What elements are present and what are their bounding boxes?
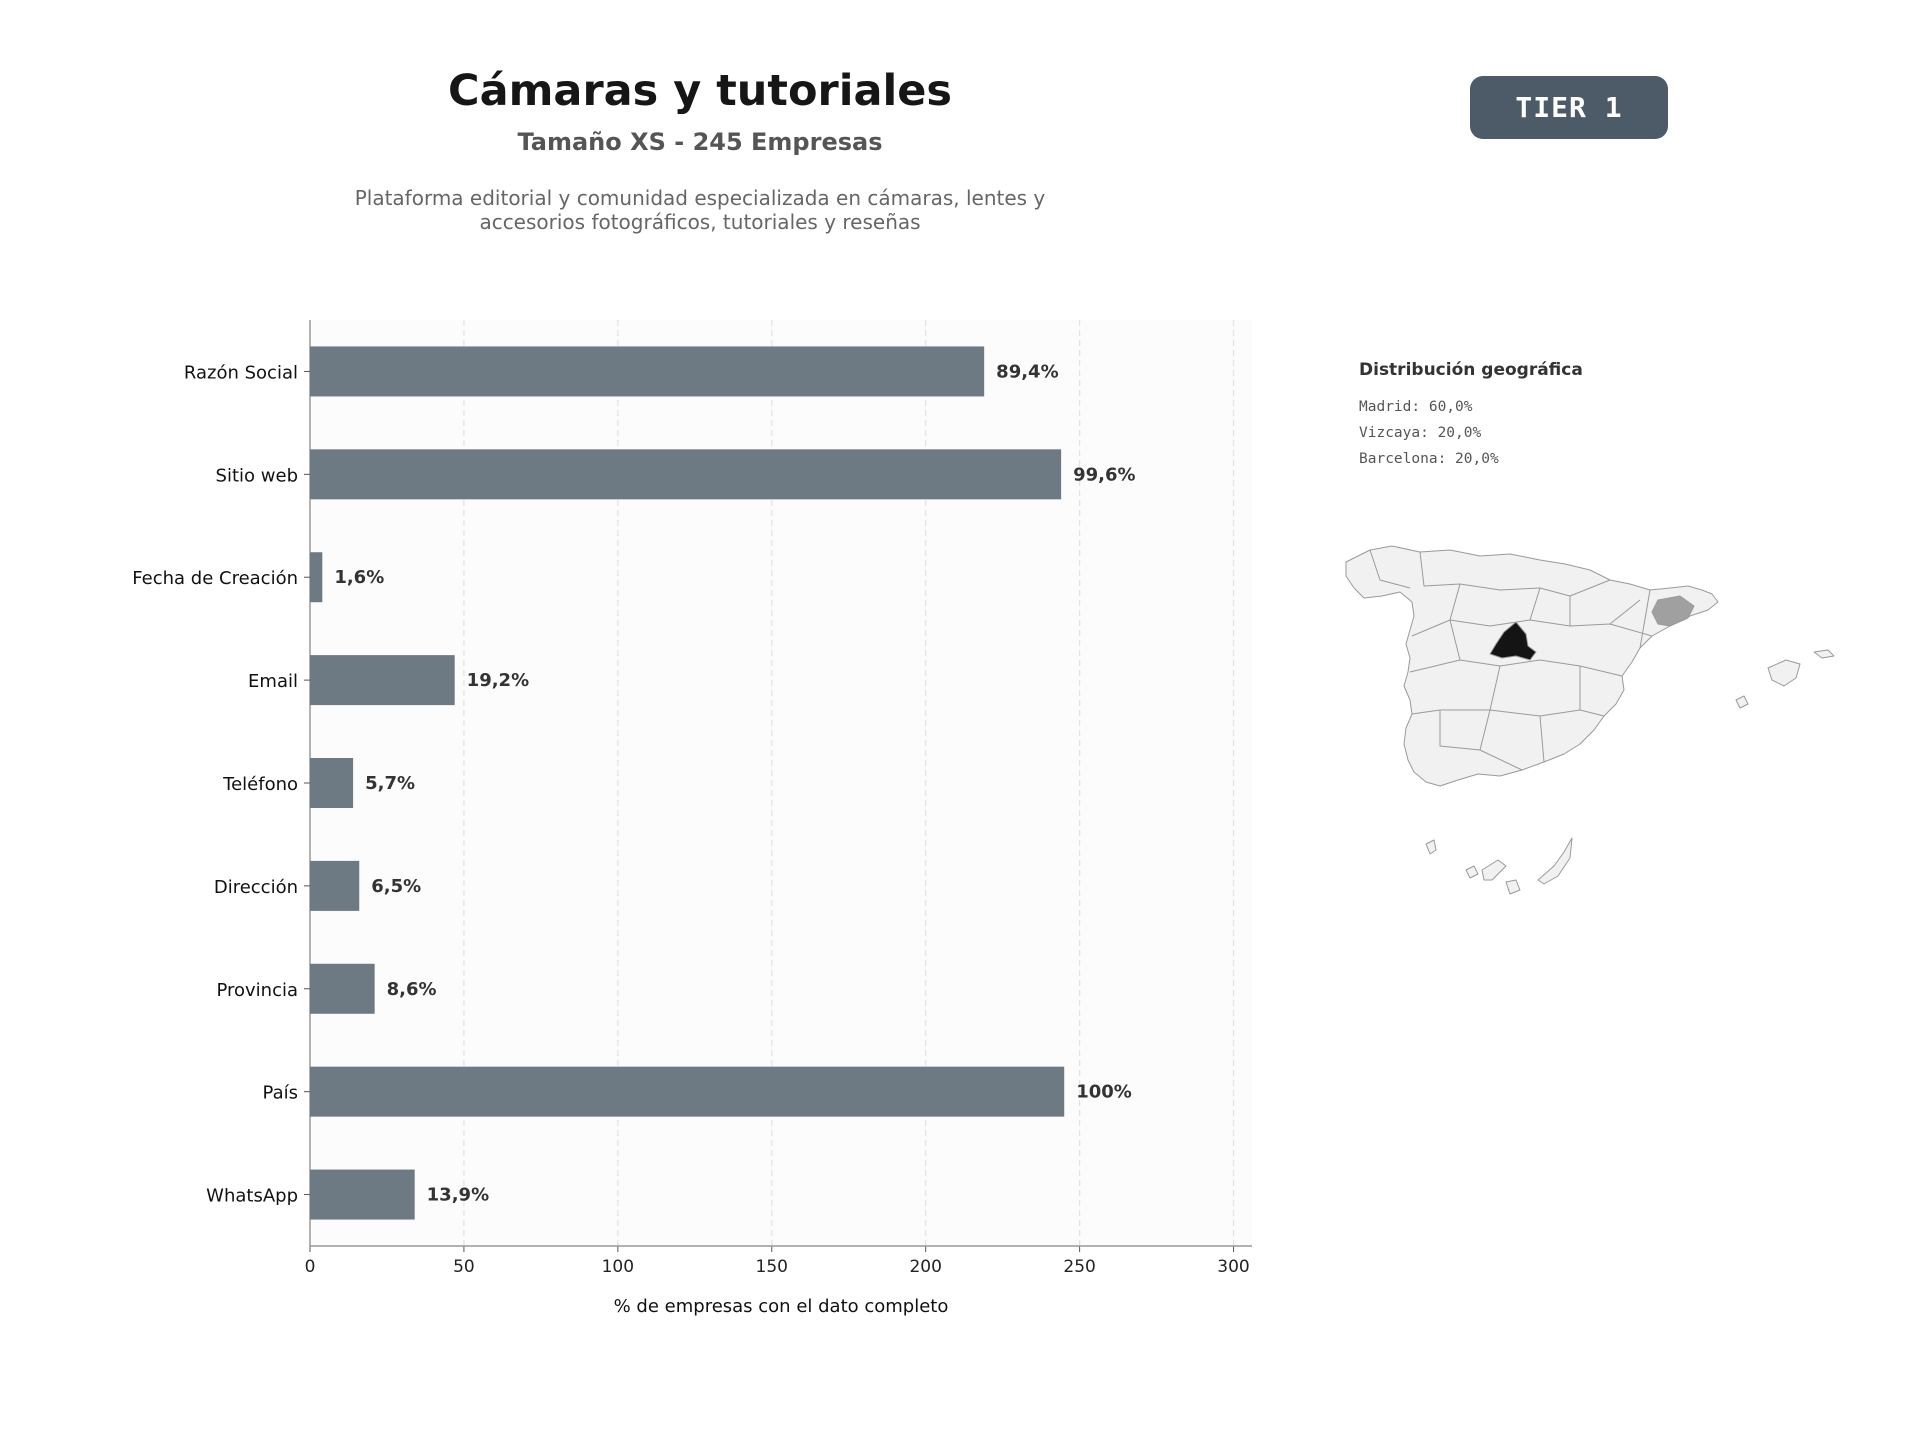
x-tick-label: 300 [1217,1257,1249,1277]
data-label: 99,6% [1073,464,1135,485]
bar [310,758,354,808]
data-label: 6,5% [371,876,421,897]
geo-entry-barcelona: Barcelona: 20,0% [1359,451,1499,467]
geo-entry-madrid: Madrid: 60,0% [1359,399,1473,415]
data-label: 100% [1076,1082,1132,1103]
bar [310,1169,415,1220]
map-inner-borders [1369,549,1653,771]
description: Plataforma editorial y comunidad especia… [320,186,1080,234]
x-axis-label: % de empresas con el dato completo [614,1296,949,1317]
bar [310,346,985,397]
category-label: Provincia [216,980,298,1001]
map-madrid [1489,621,1537,661]
map-balearic-menorca [1813,649,1835,659]
data-label: 5,7% [365,773,415,794]
x-tick-label: 100 [602,1257,634,1277]
map-canary-1 [1425,839,1437,855]
geo-title: Distribución geográfica [1359,360,1583,380]
geo-entry-vizcaya: Vizcaya: 20,0% [1359,425,1482,441]
map-canary-3 [1481,859,1507,881]
x-tick-label: 150 [756,1257,788,1277]
x-tick-label: 0 [305,1257,316,1277]
map-peninsula [1345,545,1719,787]
bar [310,449,1062,500]
map-canary-2 [1465,865,1479,879]
data-label: 13,9% [427,1185,489,1206]
tier-badge: TIER 1 [1470,76,1668,139]
geo-list: Madrid: 60,0% Vizcaya: 20,0% Barcelona: … [1359,397,1499,475]
data-label: 1,6% [334,567,384,588]
data-label: 19,2% [467,670,529,691]
map-canary-4 [1505,879,1521,895]
category-label: Teléfono [222,774,298,795]
category-label: Razón Social [184,362,298,383]
bar-chart: 0 50 100 150 200 250 300 Razón Social 89,4% Sitio… [132,320,1252,1317]
category-label: WhatsApp [206,1186,298,1207]
bar [310,1066,1065,1117]
map-balearic-mallorca [1767,659,1801,687]
description-line-1: Plataforma editorial y comunidad especia… [354,186,1046,210]
description-line-2: accesorios fotográficos, tutoriales y re… [479,210,921,234]
bar [310,963,375,1014]
map-canary-5 [1537,837,1573,885]
category-label: Dirección [214,877,298,898]
category-label: Email [248,671,298,692]
x-tick-label: 250 [1063,1257,1095,1277]
map-balearic-ibiza [1735,695,1749,709]
category-label: Sitio web [216,465,298,486]
bar [310,552,323,603]
map-barcelona [1651,595,1695,627]
data-label: 8,6% [387,979,437,1000]
data-label: 89,4% [996,361,1058,382]
bar [310,860,360,911]
page-subtitle: Tamaño XS - 245 Empresas [517,128,883,156]
x-tick-label: 200 [909,1257,941,1277]
page-title: Cámaras y tutoriales [448,66,952,116]
spain-map [1345,545,1835,895]
x-tick-label: 50 [453,1257,475,1277]
category-label: Fecha de Creación [132,568,298,589]
category-label: País [263,1083,298,1104]
bar [310,655,455,706]
